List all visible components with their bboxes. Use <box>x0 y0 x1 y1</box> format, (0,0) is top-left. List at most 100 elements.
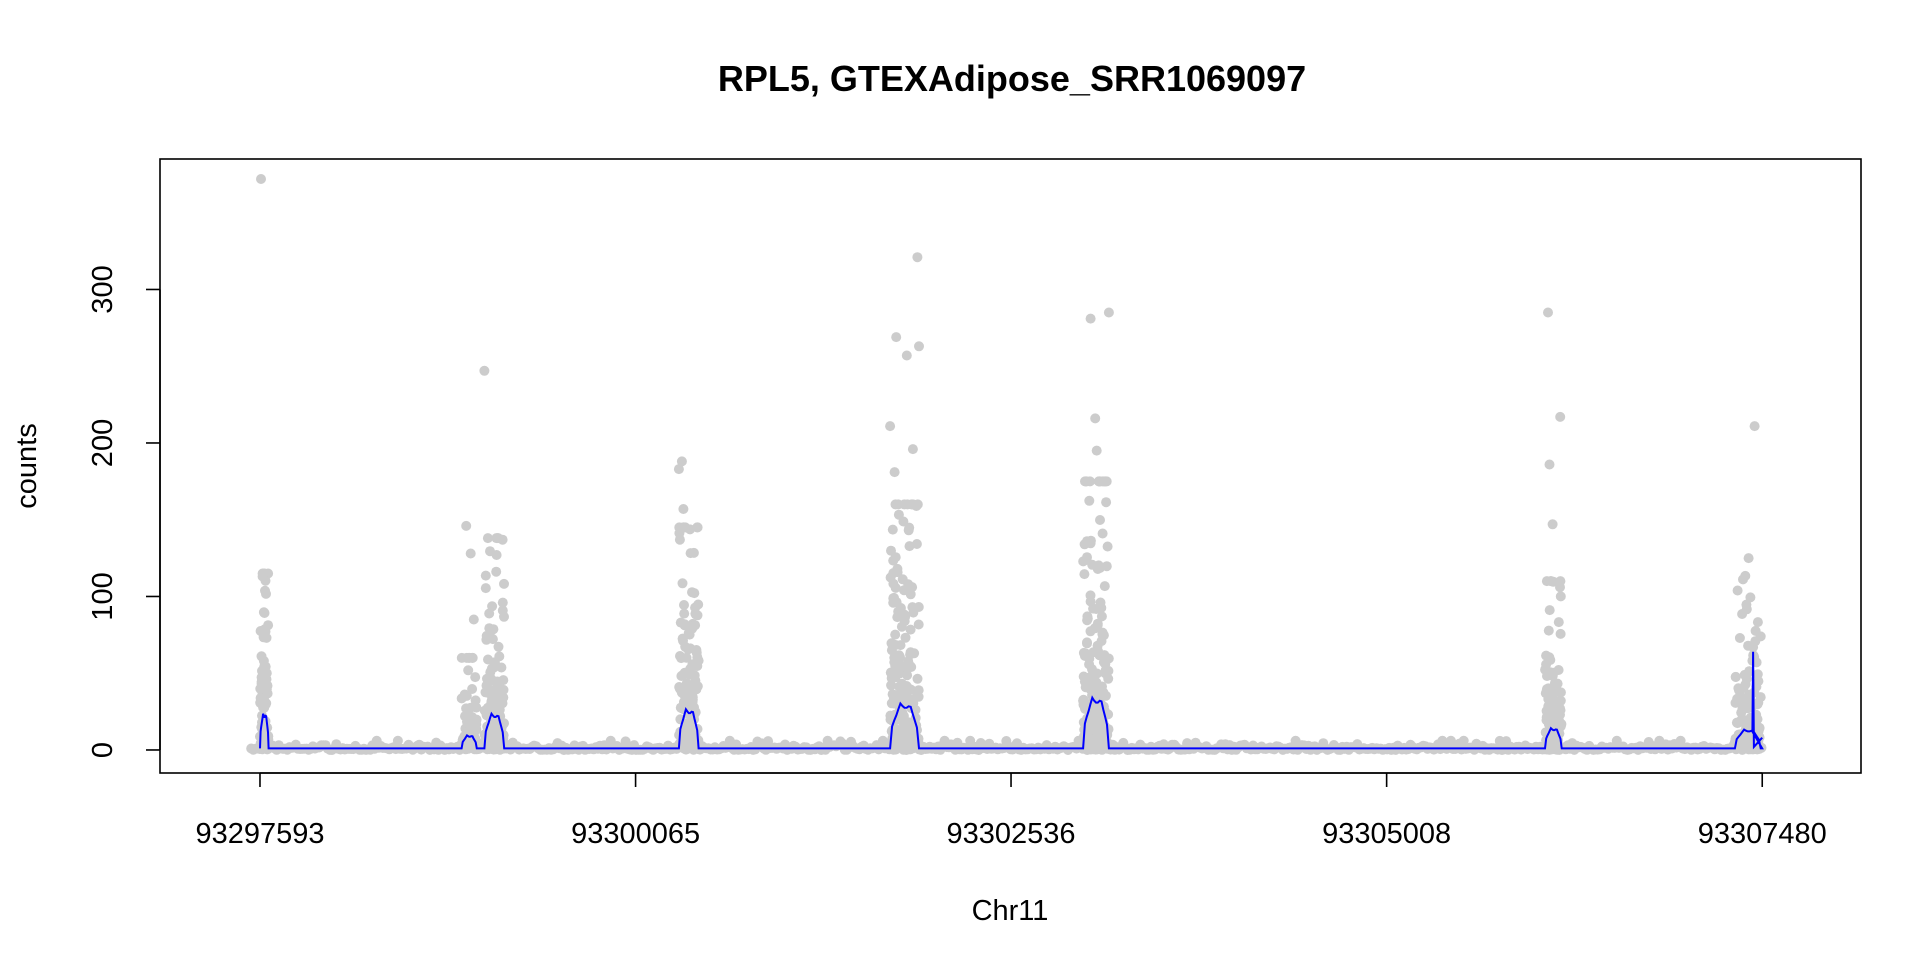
data-point <box>1543 307 1553 318</box>
data-point <box>1082 674 1093 684</box>
data-point <box>1096 611 1107 622</box>
x-tick-label: 93305008 <box>1322 818 1451 850</box>
plot-frame <box>159 158 1862 774</box>
data-point <box>909 648 920 659</box>
x-tick-label: 93297593 <box>195 818 324 850</box>
data-point <box>1084 495 1095 506</box>
data-point <box>463 665 474 676</box>
data-point <box>1094 476 1105 487</box>
data-point <box>1094 685 1105 695</box>
data-point <box>1743 553 1754 564</box>
data-point <box>896 621 907 632</box>
data-point <box>260 585 270 596</box>
data-point <box>1732 585 1743 596</box>
data-point <box>1090 413 1101 424</box>
data-point <box>906 684 917 695</box>
data-point <box>688 547 699 558</box>
data-point <box>683 644 694 655</box>
data-point <box>1730 672 1741 682</box>
data-point <box>487 634 498 645</box>
data-point <box>1098 657 1109 668</box>
data-point <box>888 555 899 566</box>
x-axis-label: Chr11 <box>972 895 1049 927</box>
y-tick-label: 200 <box>87 419 119 467</box>
data-point <box>1741 599 1752 610</box>
data-point <box>1739 742 1750 753</box>
data-point <box>261 698 272 709</box>
data-point <box>888 568 899 579</box>
data-point <box>1555 582 1565 593</box>
data-point <box>1088 721 1099 732</box>
data-point <box>497 597 508 608</box>
data-point <box>1080 476 1090 487</box>
data-point <box>465 702 476 713</box>
data-point <box>259 608 270 618</box>
data-point <box>1544 605 1555 616</box>
data-point <box>1734 633 1745 643</box>
data-point <box>467 684 478 694</box>
data-point <box>1752 617 1763 628</box>
data-point <box>687 587 697 598</box>
data-point <box>890 629 901 640</box>
data-point <box>913 619 924 630</box>
data-point <box>1755 631 1766 642</box>
data-point <box>888 640 899 651</box>
data-point <box>1103 307 1114 318</box>
data-point <box>479 365 490 376</box>
data-point <box>484 623 495 634</box>
data-point <box>681 678 692 689</box>
data-point <box>261 731 272 742</box>
data-point <box>1741 673 1752 684</box>
data-point <box>1095 562 1106 573</box>
data-point <box>898 717 909 728</box>
data-point <box>493 641 504 652</box>
data-point <box>256 174 266 184</box>
data-point <box>877 735 888 746</box>
data-point <box>1079 569 1090 580</box>
data-point <box>895 689 906 700</box>
data-point <box>894 728 905 739</box>
data-point <box>1555 687 1566 698</box>
data-point <box>902 670 913 681</box>
data-point <box>480 570 491 581</box>
data-point <box>1095 515 1105 525</box>
data-point <box>480 583 491 594</box>
data-point <box>1103 673 1114 684</box>
data-point <box>258 665 269 676</box>
data-point <box>1749 421 1760 432</box>
data-point <box>1550 737 1561 748</box>
data-point <box>678 742 689 753</box>
data-point <box>489 657 500 668</box>
smoothed-coverage-line <box>259 651 1764 750</box>
data-point <box>1085 744 1096 755</box>
y-axis: 0 100 200 300 <box>87 265 161 758</box>
data-point <box>1097 627 1108 638</box>
data-point <box>1675 735 1686 746</box>
data-point <box>1541 650 1552 661</box>
data-point <box>907 499 917 510</box>
data-point <box>678 504 689 514</box>
data-point <box>690 729 701 740</box>
y-tick-label: 100 <box>87 572 119 620</box>
data-point <box>1093 728 1104 739</box>
data-point <box>673 464 684 475</box>
data-point <box>456 652 467 663</box>
data-point <box>887 524 898 535</box>
data-point <box>260 624 270 635</box>
data-point <box>907 444 918 455</box>
data-point <box>675 651 685 661</box>
data-point <box>901 350 912 361</box>
data-point <box>497 534 508 545</box>
data-point <box>892 650 903 661</box>
data-point <box>683 628 694 639</box>
data-point <box>895 739 906 750</box>
data-point <box>1553 617 1564 628</box>
data-point <box>678 522 689 533</box>
data-point <box>482 533 493 544</box>
data-point <box>1547 706 1558 717</box>
data-point <box>470 672 481 683</box>
data-point <box>914 341 924 352</box>
data-point <box>1555 628 1566 639</box>
data-point <box>468 614 479 625</box>
data-point <box>674 682 685 692</box>
